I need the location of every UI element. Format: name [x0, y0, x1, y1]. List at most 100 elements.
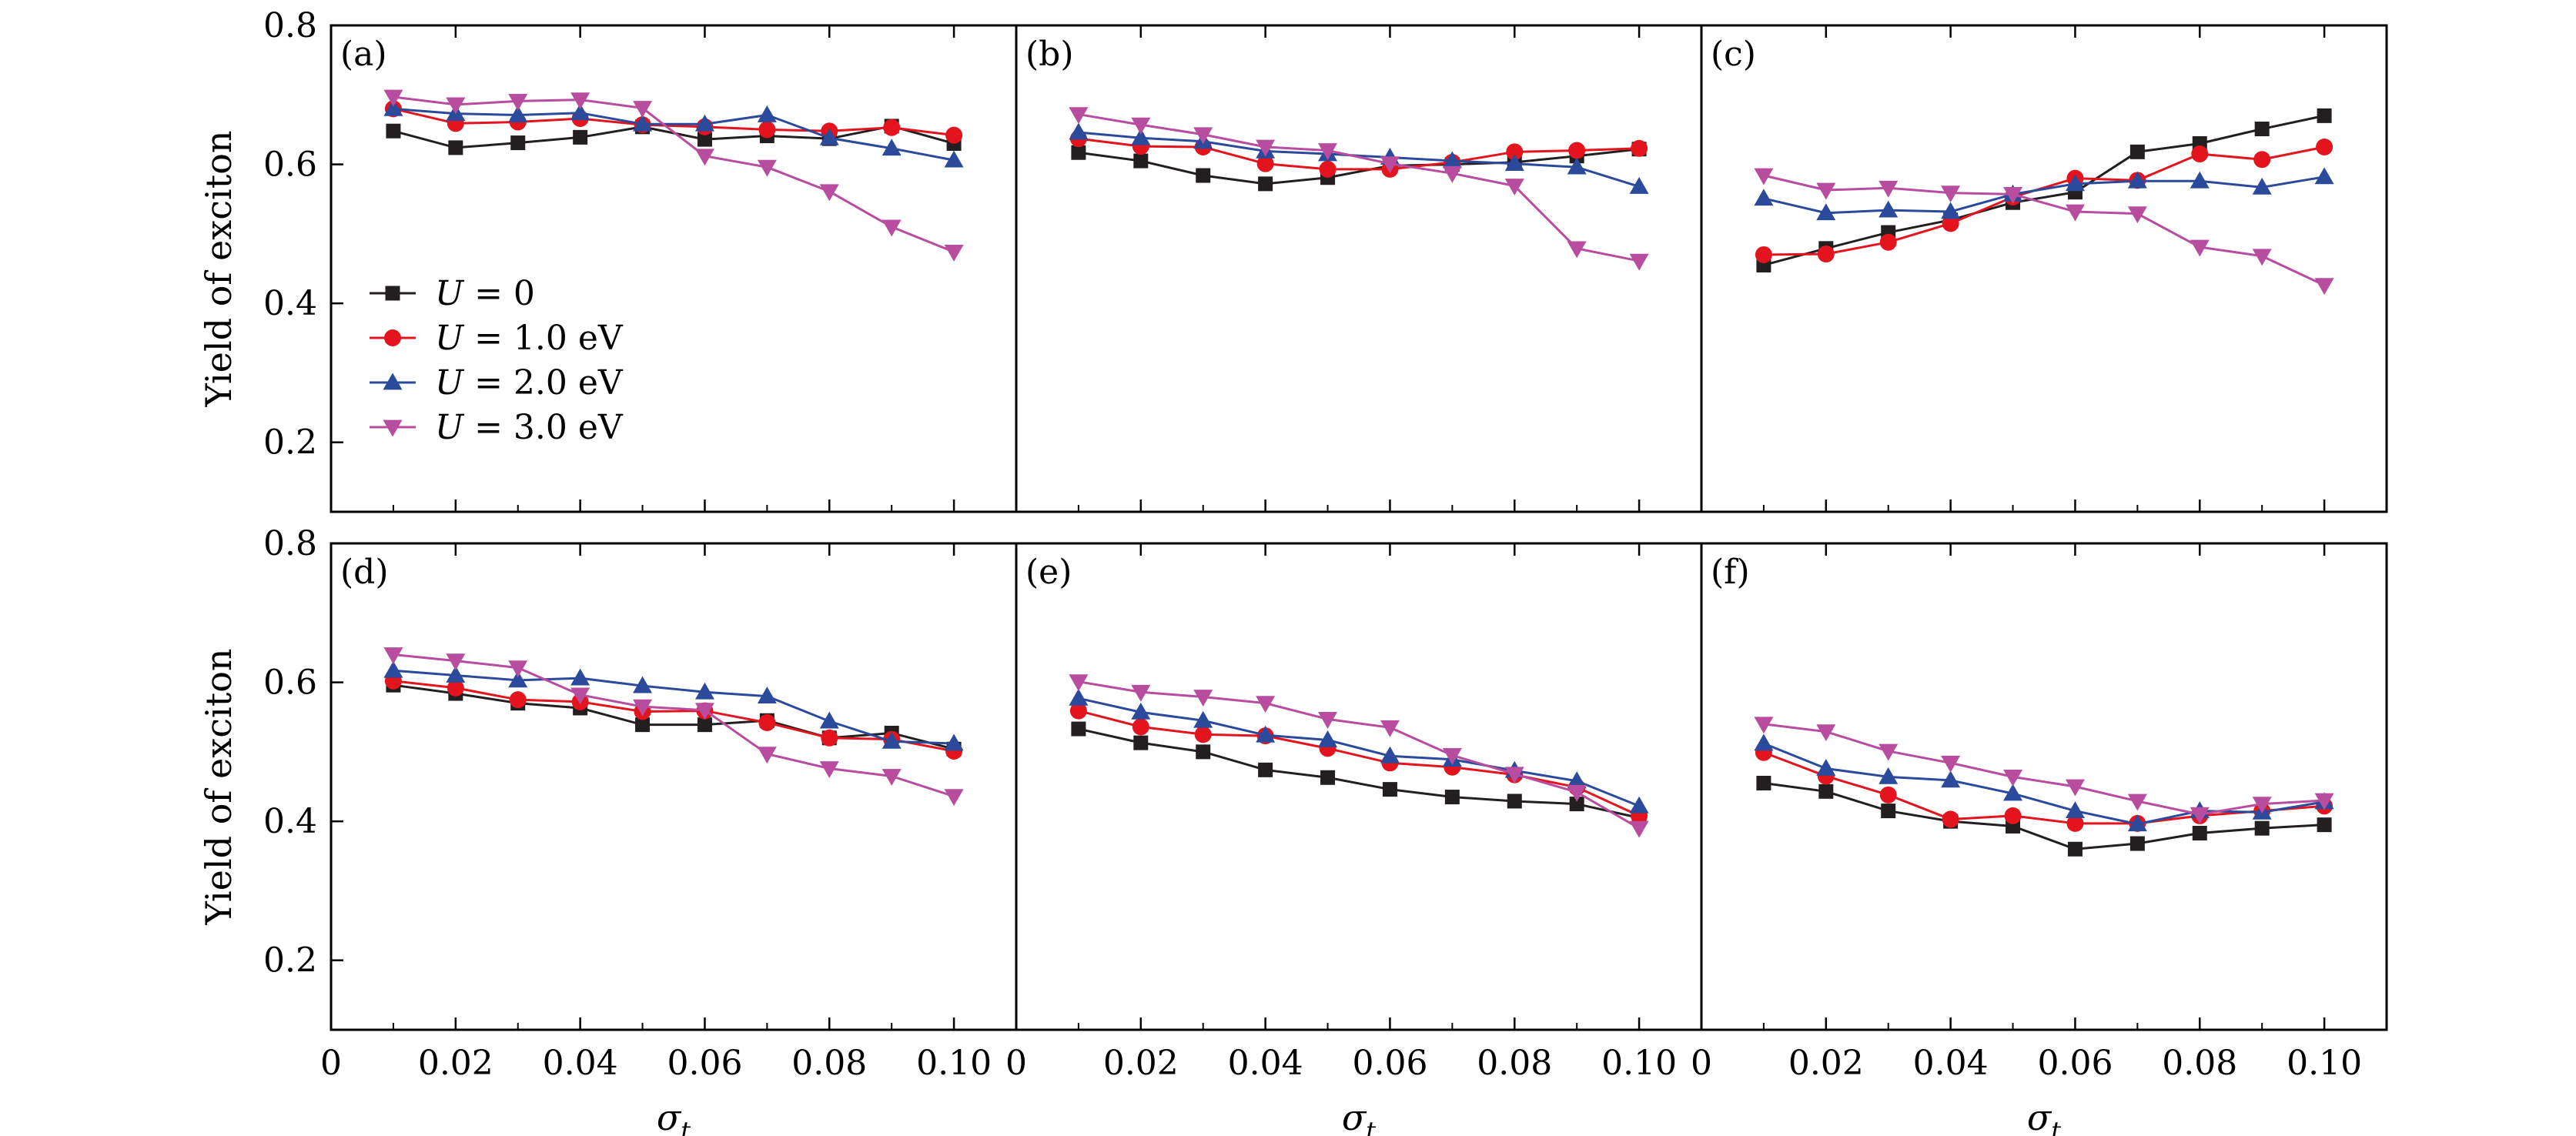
- data-point: [1755, 246, 1772, 263]
- series-line: [1078, 680, 1640, 830]
- series-line: [393, 669, 955, 745]
- data-point: [944, 733, 964, 751]
- data-point: [1816, 182, 1836, 200]
- series-u-0: [1756, 775, 2332, 857]
- data-point: [697, 132, 712, 147]
- data-point: [1504, 154, 1524, 172]
- series-u-3-0-ev: [1754, 168, 2334, 296]
- data-point: [1258, 762, 1273, 777]
- data-point: [1071, 721, 1086, 737]
- legend-marker: [383, 419, 403, 437]
- x-tick-label: 0: [1005, 1044, 1027, 1083]
- x-tick-label: 0.02: [1103, 1044, 1179, 1083]
- data-point: [1567, 771, 1587, 789]
- data-point: [2004, 807, 2022, 824]
- series-line: [1763, 751, 2325, 825]
- data-point: [1879, 233, 1897, 251]
- panel-c: (c): [1700, 24, 2388, 513]
- data-point: [694, 149, 714, 166]
- data-point: [1941, 185, 1961, 203]
- x-tick-label: 0.10: [2287, 1044, 2362, 1083]
- series-u-3-0-ev: [1754, 717, 2334, 824]
- legend-label: U = 3.0 eV: [435, 408, 624, 447]
- data-point: [697, 717, 712, 733]
- y-tick-label: 0.2: [263, 941, 317, 981]
- data-point: [1069, 688, 1089, 706]
- data-point: [758, 713, 776, 731]
- panel-label: (b): [1025, 35, 1074, 74]
- data-point: [1442, 747, 1462, 765]
- data-point: [1878, 743, 1899, 761]
- panel-label: (e): [1025, 553, 1072, 592]
- data-point: [1567, 157, 1587, 175]
- data-point: [1504, 767, 1524, 784]
- data-point: [383, 99, 403, 116]
- panel-e: 0 0.02 0.04 0.06 0.08 0.10 σt (e): [1005, 542, 1703, 1136]
- data-point: [694, 682, 714, 700]
- data-point: [2254, 122, 2270, 137]
- x-tick-label: 0.06: [2037, 1044, 2113, 1083]
- data-point: [1629, 176, 1649, 194]
- panel-d: 0.2 0.4 0.6 0.8 Yield of exciton 0 0.02 0.04 0.0…: [198, 524, 1018, 1136]
- series-u-1-0-ev: [384, 100, 963, 144]
- series-line: [1763, 175, 2325, 215]
- data-point: [1196, 168, 1211, 183]
- series-line: [1078, 137, 1640, 171]
- series-line: [1763, 145, 2325, 256]
- x-axis-label: σt: [1342, 1097, 1376, 1136]
- panel-frame: [1700, 542, 2388, 1031]
- data-point: [508, 105, 528, 122]
- data-point: [1380, 746, 1400, 763]
- data-point: [1380, 720, 1400, 737]
- data-point: [694, 114, 714, 132]
- data-point: [2317, 817, 2332, 833]
- data-point: [882, 769, 902, 786]
- y-axis-label: Yield of exciton: [198, 130, 239, 407]
- data-point: [1069, 122, 1089, 140]
- x-tick-label: 0.10: [1601, 1044, 1677, 1083]
- data-point: [2191, 145, 2209, 163]
- data-point: [1442, 165, 1462, 183]
- legend-value: = 1.0 eV: [463, 319, 624, 358]
- data-point: [1941, 202, 1961, 219]
- series-u-3-0-ev: [383, 89, 964, 262]
- data-point: [1754, 189, 1774, 206]
- legend-label: U = 1.0 eV: [435, 319, 624, 358]
- series-u-2-0-ev: [383, 99, 964, 168]
- legend-item: U = 3.0 eV: [370, 408, 624, 447]
- data-point: [1629, 253, 1649, 271]
- data-point: [1507, 794, 1522, 809]
- legend-marker: [384, 329, 401, 346]
- series-line: [1078, 131, 1640, 188]
- series-line: [393, 683, 955, 750]
- data-point: [447, 679, 464, 697]
- data-point: [1069, 702, 1087, 720]
- data-point: [570, 103, 590, 121]
- data-point: [1881, 804, 1896, 819]
- series-u-1-0-ev: [384, 672, 963, 760]
- data-point: [1942, 810, 1959, 828]
- legend-value: = 3.0 eV: [463, 408, 624, 447]
- series-line: [393, 107, 955, 162]
- data-point: [1131, 117, 1151, 135]
- data-point: [509, 691, 527, 709]
- panel-frame: [1015, 24, 1703, 513]
- data-point: [1878, 200, 1899, 218]
- x-tick-label: 0: [1691, 1044, 1712, 1083]
- data-point: [1629, 796, 1649, 814]
- data-point: [1444, 790, 1460, 805]
- data-point: [1756, 775, 1771, 790]
- x-tick-label: 0.10: [916, 1044, 992, 1083]
- series-u-1-0-ev: [1069, 702, 1648, 824]
- data-point: [633, 676, 653, 693]
- data-point: [1196, 744, 1211, 760]
- data-point: [1818, 784, 1834, 799]
- data-point: [1879, 786, 1897, 804]
- data-point: [1817, 246, 1835, 263]
- data-point: [1567, 784, 1587, 802]
- y-tick-label: 0.2: [263, 423, 317, 463]
- data-point: [386, 123, 401, 139]
- data-point: [1194, 726, 1212, 743]
- series-u-3-0-ev: [1069, 674, 1649, 838]
